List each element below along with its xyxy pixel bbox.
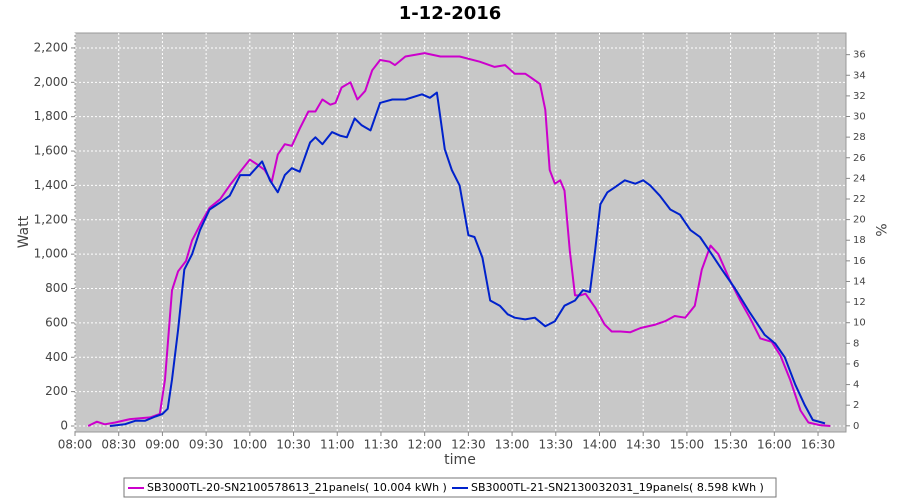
x-tick-label: 15:00 xyxy=(670,438,705,452)
y-tick-label: 400 xyxy=(45,350,68,364)
y2-tick-label: 4 xyxy=(853,380,859,391)
y2-tick-label: 6 xyxy=(853,359,859,370)
x-tick-label: 14:30 xyxy=(626,438,661,452)
x-tick-label: 08:30 xyxy=(101,438,136,452)
y2-tick-label: 30 xyxy=(853,112,866,123)
y-tick-label: 2,200 xyxy=(34,40,68,54)
x-tick-label: 12:00 xyxy=(407,438,442,452)
y2-tick-label: 32 xyxy=(853,91,866,102)
y-tick-label: 1,200 xyxy=(34,212,68,226)
y2-tick-label: 22 xyxy=(853,194,866,205)
y-tick-label: 1,000 xyxy=(34,247,68,261)
y-tick-label: 600 xyxy=(45,315,68,329)
x-tick-label: 13:30 xyxy=(538,438,573,452)
x-tick-label: 11:00 xyxy=(320,438,355,452)
y-tick-label: 1,400 xyxy=(34,178,68,192)
y-tick-label: 800 xyxy=(45,281,68,295)
y-axis-label: Watt xyxy=(16,215,32,248)
y2-tick-label: 8 xyxy=(853,338,859,349)
x-tick-label: 16:30 xyxy=(801,438,836,452)
y-tick-label: 0 xyxy=(60,418,68,432)
y2-tick-label: 36 xyxy=(853,50,866,61)
y2-tick-label: 16 xyxy=(853,256,866,267)
y-tick-label: 2,000 xyxy=(34,75,68,89)
y2-axis-label: % xyxy=(872,223,888,236)
legend-label: SB3000TL-21-SN2130032031_19panels( 8.598… xyxy=(471,481,764,494)
y2-tick-label: 14 xyxy=(853,276,866,287)
x-axis-label: time xyxy=(444,452,476,468)
y2-tick-label: 28 xyxy=(853,132,866,143)
x-tick-label: 13:00 xyxy=(495,438,530,452)
y2-tick-label: 24 xyxy=(853,173,866,184)
series-line xyxy=(109,91,826,427)
x-tick-label: 09:00 xyxy=(145,438,180,452)
legend xyxy=(123,477,777,498)
x-tick-label: 16:00 xyxy=(757,438,792,452)
y-tick-label: 1,800 xyxy=(34,109,68,123)
x-tick-label: 14:00 xyxy=(582,438,617,452)
x-tick-label: 08:00 xyxy=(58,438,93,452)
y2-tick-label: 34 xyxy=(853,70,866,81)
chart-title: 1-12-2016 xyxy=(399,3,502,24)
x-tick-label: 15:30 xyxy=(713,438,748,452)
y2-tick-label: 2 xyxy=(853,400,859,411)
x-tick-label: 09:30 xyxy=(189,438,224,452)
plot-area xyxy=(74,32,847,433)
y2-tick-label: 0 xyxy=(853,421,859,432)
y2-tick-label: 10 xyxy=(853,318,866,329)
x-tick-label: 11:30 xyxy=(364,438,399,452)
y2-tick-label: 20 xyxy=(853,215,866,226)
y2-tick-label: 26 xyxy=(853,153,866,164)
x-tick-label: 10:30 xyxy=(276,438,311,452)
y2-tick-label: 12 xyxy=(853,297,866,308)
x-tick-label: 10:00 xyxy=(233,438,268,452)
y2-tick-label: 18 xyxy=(853,235,866,246)
x-tick-label: 12:30 xyxy=(451,438,486,452)
legend-label: SB3000TL-20-SN2100578613_21panels( 10.00… xyxy=(147,481,447,494)
y-tick-label: 200 xyxy=(45,384,68,398)
y-tick-label: 1,600 xyxy=(34,144,68,158)
series-line xyxy=(87,52,831,427)
